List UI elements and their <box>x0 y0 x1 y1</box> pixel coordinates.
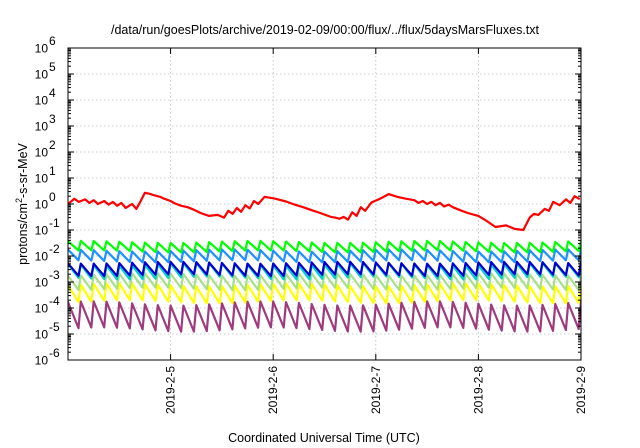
series-line <box>68 260 581 278</box>
y-tick-label: 10 <box>35 354 49 368</box>
y-tick-base: 10 <box>35 120 49 134</box>
y-tick-exponent: -5 <box>49 320 60 334</box>
series-line <box>68 272 581 292</box>
y-tick-base: 10 <box>35 146 49 160</box>
y-tick-label: 10 <box>35 250 49 264</box>
y-tick-label: 10 <box>35 94 49 108</box>
y-axis: 10-610-510-410-310-210-11001011021031041… <box>35 34 581 368</box>
y-axis-label-post: -s-sr-MeV <box>16 142 30 198</box>
series-line <box>68 239 581 254</box>
y-tick-exponent: 0 <box>49 190 56 204</box>
y-tick-label: 10 <box>35 328 49 342</box>
y-tick-base: 10 <box>35 42 49 56</box>
x-axis-label: Coordinated Universal Time (UTC) <box>228 431 420 445</box>
y-tick-label: 10 <box>35 302 49 316</box>
y-tick-base: 10 <box>35 354 49 368</box>
y-axis-label-pre: protons/cm <box>16 203 30 265</box>
chart-title: /data/run/goesPlots/archive/2019-02-09/0… <box>111 23 540 37</box>
data-series <box>68 191 581 333</box>
y-tick-base: 10 <box>35 250 49 264</box>
y-axis-label: protons/cm2-s-sr-MeV <box>14 142 30 264</box>
y-tick-exponent: 1 <box>49 164 56 178</box>
y-tick-exponent: -6 <box>49 346 60 360</box>
x-tick-label: 2019-2-6 <box>266 366 280 414</box>
y-tick-base: 10 <box>35 224 49 238</box>
y-tick-label: 10 <box>35 120 49 134</box>
series-line <box>68 282 581 305</box>
y-tick-exponent: -3 <box>49 268 60 282</box>
y-tick-label: 10 <box>35 224 49 238</box>
series-line <box>68 191 580 232</box>
x-axis: 2019-2-5 2019-2-6 2019-2-7 2019-2-8 2019-2-9 <box>164 48 588 414</box>
y-tick-label: 10 <box>35 146 49 160</box>
y-tick-label: 10 <box>35 68 49 82</box>
y-tick-base: 10 <box>35 198 49 212</box>
x-tick-label: 2019-2-9 <box>574 366 588 414</box>
y-tick-base: 10 <box>35 328 49 342</box>
y-tick-label: 10 <box>35 198 49 212</box>
y-tick-label: 10 <box>35 42 49 56</box>
y-tick-exponent: -1 <box>49 216 60 230</box>
y-tick-base: 10 <box>35 172 49 186</box>
y-tick-exponent: 3 <box>49 112 56 126</box>
y-tick-exponent: 2 <box>49 138 56 152</box>
series-line <box>68 248 581 264</box>
y-tick-base: 10 <box>35 68 49 82</box>
y-tick-exponent: 6 <box>49 34 56 48</box>
x-tick-label: 2019-2-7 <box>369 366 383 414</box>
series-line <box>68 300 581 333</box>
y-tick-base: 10 <box>35 276 49 290</box>
y-tick-exponent: 5 <box>49 60 56 74</box>
y-tick-label: 10 <box>35 276 49 290</box>
y-tick-exponent: 4 <box>49 86 56 100</box>
y-tick-exponent: -4 <box>49 294 60 308</box>
x-tick-label: 2019-2-5 <box>164 366 178 414</box>
y-tick-base: 10 <box>35 94 49 108</box>
x-tick-label: 2019-2-8 <box>471 366 485 414</box>
y-tick-label: 10 <box>35 172 49 186</box>
y-tick-exponent: -2 <box>49 242 60 256</box>
y-axis-label-sup: 2 <box>14 198 24 203</box>
y-tick-base: 10 <box>35 302 49 316</box>
